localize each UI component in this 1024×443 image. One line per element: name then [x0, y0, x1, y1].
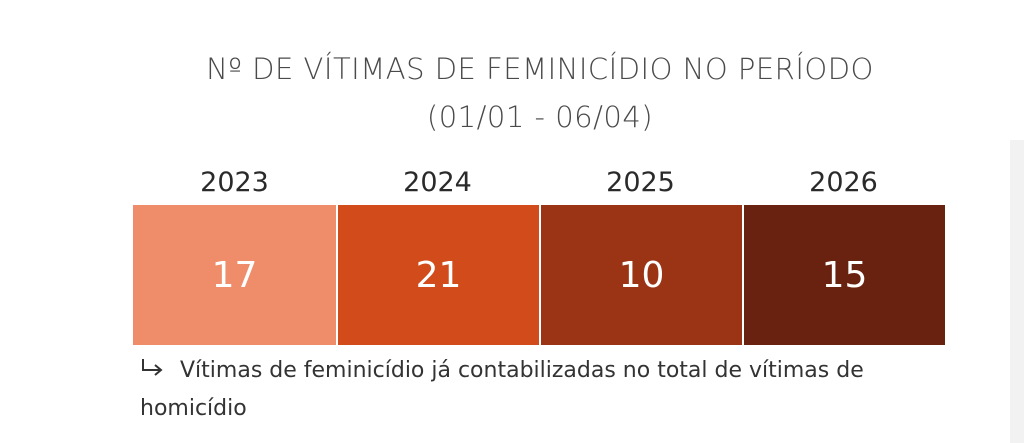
year-label: 2025: [606, 167, 675, 198]
note-arrow: [142, 359, 163, 376]
cell: 2025 10: [539, 165, 742, 345]
edge-shade: [1010, 140, 1024, 443]
value-box: 10: [539, 205, 742, 345]
year-label: 2023: [200, 167, 269, 198]
value-box: 17: [133, 205, 336, 345]
cell: 2023 17: [133, 165, 336, 345]
year-label: 2024: [403, 167, 472, 198]
cell: 2026 15: [742, 165, 945, 345]
title: Nº DE VÍTIMAS DE FEMINICÍDIO NO PERÍODO: [206, 52, 874, 86]
note: Vítimas de feminicídio já contabilizadas…: [140, 358, 864, 421]
cells: 2023 17 2024 21 2025 10 2026 15: [133, 165, 945, 345]
subtitle: (01/01 - 06/04): [426, 100, 654, 134]
cell: 2024 21: [336, 165, 539, 345]
year-label: 2026: [809, 167, 878, 198]
value-box: 15: [742, 205, 945, 345]
value-box: 21: [336, 205, 539, 345]
